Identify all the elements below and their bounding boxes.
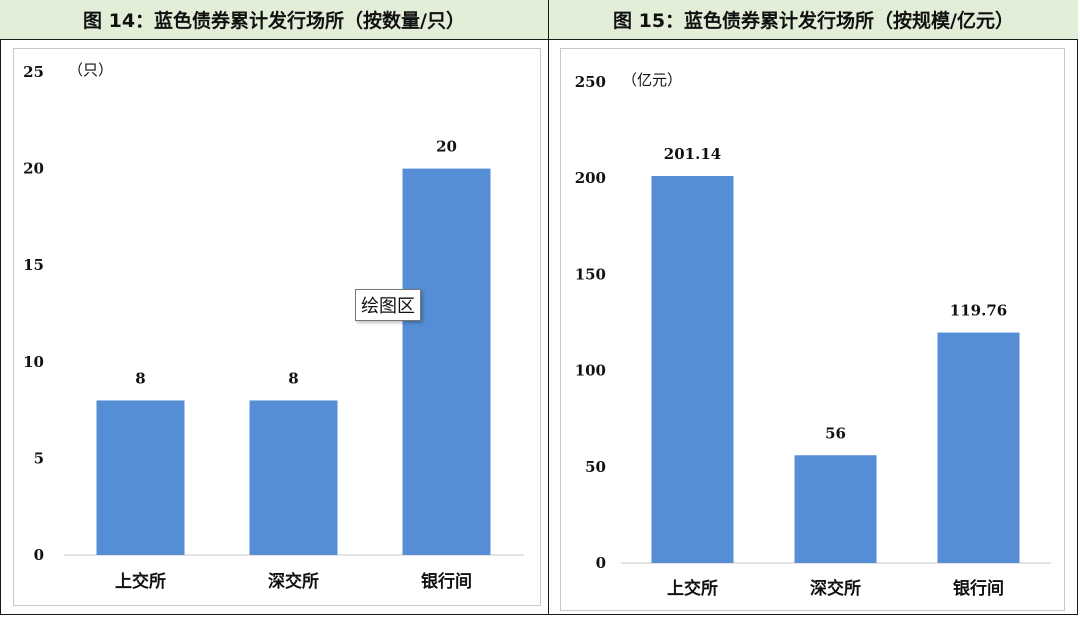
bar [402, 168, 491, 555]
x-category-label: 上交所 [115, 571, 166, 592]
bar-data-label: 8 [288, 369, 298, 387]
y-tick-label: 250 [575, 73, 606, 91]
chart-title-left: 图 14：蓝色债券累计发行场所（按数量/只） [0, 0, 548, 40]
y-tick-label: 200 [575, 169, 606, 187]
y-tick-label: 20 [23, 160, 44, 178]
x-category-label: 银行间 [421, 571, 472, 592]
y-tick-label: 25 [23, 63, 44, 81]
bar-data-label: 119.76 [950, 302, 1007, 320]
bar [937, 332, 1020, 563]
bar [651, 176, 734, 563]
bar-data-label: 56 [825, 424, 846, 442]
y-tick-label: 10 [23, 353, 44, 371]
x-category-label: 上交所 [667, 578, 718, 599]
y-tick-label: 150 [575, 265, 606, 283]
chart-panel-left[interactable]: 0 5 10 15 20 25 （只） 8 上交所 8 深交所 20 银行间 [13, 48, 541, 606]
y-unit-label: （只） [68, 61, 113, 79]
y-tick-label: 0 [34, 546, 44, 564]
bar-data-label: 8 [135, 369, 145, 387]
y-tick-label: 100 [575, 362, 606, 380]
bar [96, 400, 185, 555]
x-category-label: 深交所 [810, 578, 861, 599]
y-tick-label: 50 [585, 458, 606, 476]
bar-chart-left: 0 5 10 15 20 25 （只） 8 上交所 8 深交所 20 银行间 [23, 61, 524, 592]
bar [794, 455, 877, 563]
x-category-label: 深交所 [268, 571, 319, 592]
chart-title-right: 图 15：蓝色债券累计发行场所（按规模/亿元） [549, 0, 1078, 40]
bar-data-label: 201.14 [664, 145, 721, 163]
bar-data-label: 20 [436, 138, 457, 156]
chart-panel-right[interactable]: 0 50 100 150 200 250 （亿元） 201.14 上交所 56 深交所 119.76 银… [560, 48, 1065, 611]
x-category-label: 银行间 [953, 578, 1004, 599]
y-tick-label: 15 [23, 256, 44, 274]
bar [249, 400, 338, 555]
plot-area-tooltip: 绘图区 [355, 289, 421, 321]
y-unit-label: （亿元） [622, 71, 682, 89]
figure-divider [548, 0, 549, 615]
y-tick-label: 0 [596, 554, 606, 572]
y-tick-label: 5 [34, 449, 44, 467]
bar-chart-right: 0 50 100 150 200 250 （亿元） 201.14 上交所 56 深交所 119.76 银… [575, 71, 1051, 599]
